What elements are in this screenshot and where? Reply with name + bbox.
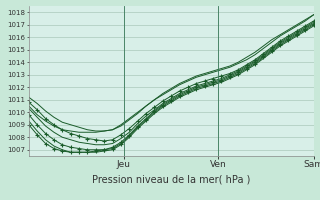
X-axis label: Pression niveau de la mer( hPa ): Pression niveau de la mer( hPa ) [92,175,250,185]
